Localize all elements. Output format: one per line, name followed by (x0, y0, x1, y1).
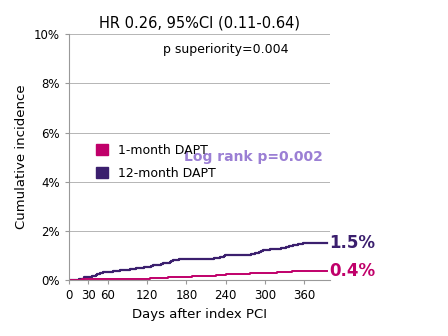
Legend: 1-month DAPT, 12-month DAPT: 1-month DAPT, 12-month DAPT (90, 139, 221, 185)
Title: HR 0.26, 95%CI (0.11-0.64): HR 0.26, 95%CI (0.11-0.64) (99, 15, 300, 30)
Text: 0.4%: 0.4% (329, 261, 375, 280)
Text: p superiority=0.004: p superiority=0.004 (163, 43, 289, 55)
Text: Log rank p=0.002: Log rank p=0.002 (184, 150, 323, 164)
Y-axis label: Cumulative incidence: Cumulative incidence (15, 85, 28, 229)
Text: 1.5%: 1.5% (329, 235, 375, 252)
X-axis label: Days after index PCI: Days after index PCI (132, 308, 267, 321)
